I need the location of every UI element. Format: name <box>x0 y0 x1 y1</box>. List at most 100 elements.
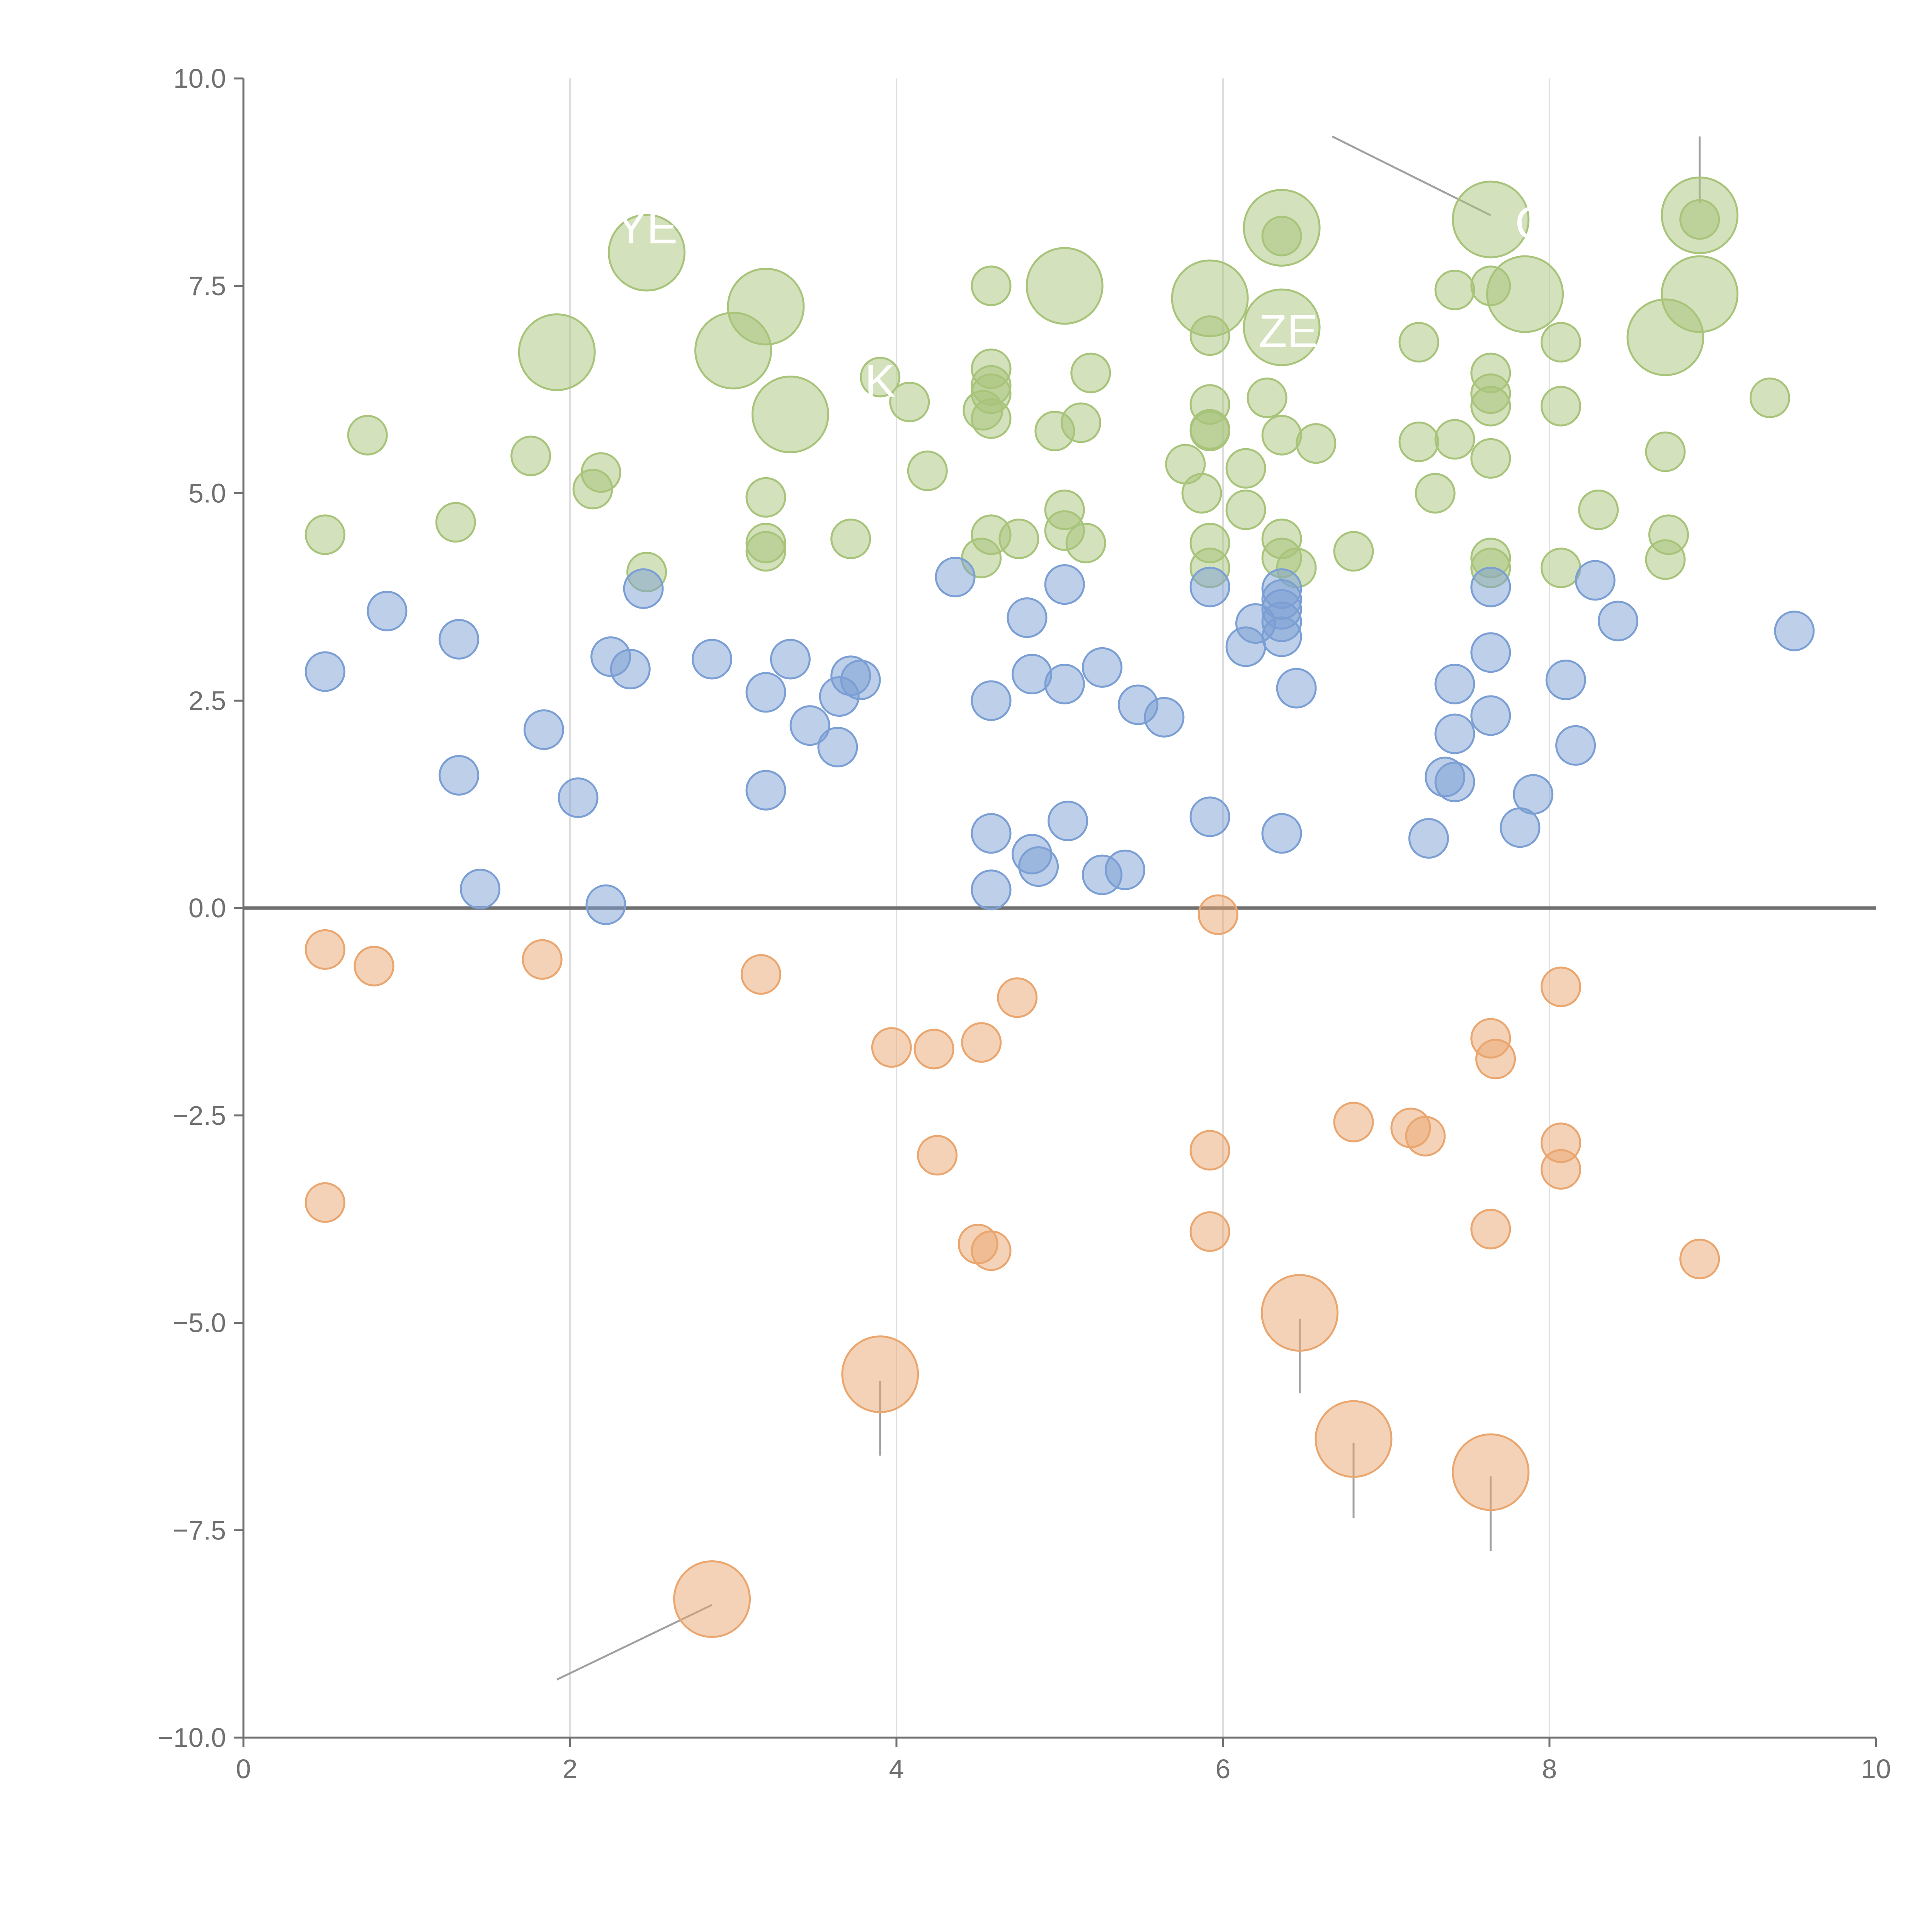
orange-point <box>871 1027 912 1068</box>
green-large-point <box>727 267 805 345</box>
orange-point <box>1679 1238 1720 1279</box>
x-tick-label: 2 <box>563 1754 578 1784</box>
green-large-point <box>1171 259 1249 337</box>
green-point <box>971 265 1012 306</box>
blue-point <box>971 813 1012 854</box>
blue-point <box>1434 663 1475 704</box>
green-point <box>1645 431 1686 472</box>
green-point <box>1541 386 1582 427</box>
blue-point <box>1189 566 1230 607</box>
green-large-point <box>518 313 596 391</box>
y-tick-label: 10.0 <box>173 63 226 94</box>
green-point <box>510 435 551 476</box>
green-point <box>1541 322 1582 363</box>
x-tick-label: 8 <box>1542 1754 1557 1784</box>
orange-large-point <box>1315 1400 1393 1478</box>
orange-point <box>740 954 781 995</box>
green-large-point <box>1452 180 1530 259</box>
green-point <box>830 519 871 560</box>
blue-point <box>1434 713 1475 754</box>
point-annotation: K <box>865 355 896 407</box>
orange-large-point <box>673 1560 751 1638</box>
green-point <box>1060 402 1101 443</box>
blue-point <box>1105 849 1145 890</box>
blue-point <box>304 651 345 692</box>
blue-point <box>1545 660 1586 701</box>
point-labels: YE K ZE Q <box>616 197 1551 407</box>
blue-point <box>1144 697 1185 738</box>
green-point <box>1470 386 1511 427</box>
green-large-point <box>1486 255 1564 333</box>
green-point <box>745 477 786 518</box>
blue-point <box>623 568 664 609</box>
green-point <box>1225 489 1266 530</box>
green-point <box>1189 410 1230 451</box>
blue-point <box>971 869 1012 910</box>
x-tick-label: 10 <box>1861 1754 1891 1784</box>
blue-point <box>610 649 651 690</box>
green-point <box>971 365 1012 406</box>
blue-point <box>1048 801 1088 842</box>
blue-point <box>1189 796 1230 837</box>
green-point <box>1070 352 1111 393</box>
orange-point <box>1333 1102 1374 1143</box>
green-point <box>1434 269 1475 310</box>
blue-point <box>523 709 564 750</box>
orange-point <box>1470 1209 1511 1250</box>
blue-point <box>789 705 830 746</box>
green-point <box>998 519 1039 560</box>
blue-point <box>439 619 480 660</box>
blue-point <box>1261 616 1302 657</box>
orange-point <box>1189 1211 1230 1252</box>
green-point <box>1398 421 1439 462</box>
green-large-point <box>1661 255 1739 333</box>
orange-point <box>304 929 345 970</box>
blue-point <box>745 770 786 811</box>
blue-point <box>1434 762 1475 803</box>
blue-point <box>1470 632 1511 673</box>
orange-point <box>1541 1149 1582 1190</box>
green-point <box>1333 531 1374 572</box>
green-point <box>1225 448 1266 489</box>
y-tick-label: 0.0 <box>189 893 226 923</box>
blue-point <box>585 884 626 925</box>
blue-point <box>1261 813 1302 854</box>
blue-point <box>1470 566 1511 607</box>
green-point <box>1065 522 1106 563</box>
blue-point <box>745 672 786 713</box>
blue-point <box>367 590 408 631</box>
orange-point <box>1197 894 1238 935</box>
orange-point <box>913 1029 954 1070</box>
green-point <box>860 357 901 398</box>
blue-point <box>1276 668 1317 709</box>
orange-point <box>1405 1116 1446 1156</box>
green-point <box>1261 415 1302 456</box>
y-tick-label: −5.0 <box>173 1308 226 1338</box>
orange-point <box>971 1230 1012 1271</box>
blue-point <box>935 556 976 597</box>
blue-point <box>1007 597 1048 638</box>
green-point <box>1398 322 1439 363</box>
green-point <box>1749 378 1790 418</box>
x-tick-label: 4 <box>889 1754 904 1784</box>
blue-point <box>439 755 480 796</box>
green-point <box>1645 539 1686 580</box>
green-point <box>1541 548 1582 588</box>
orange-point <box>354 946 395 986</box>
orange-point <box>304 1182 345 1223</box>
blue-point <box>558 777 599 818</box>
green-point <box>1434 419 1475 460</box>
blue-point <box>1774 611 1815 651</box>
axes: 0 2 4 6 8 10 10.0 7.5 5.0 2.5 0.0 −2.5 −5.0 −7.5 −10.0 <box>158 63 1891 1784</box>
orange-point <box>1189 1130 1230 1171</box>
orange-point <box>1475 1039 1516 1080</box>
blue-point <box>1044 663 1085 704</box>
orange-point <box>917 1135 958 1176</box>
green-large-point <box>608 214 686 292</box>
blue-point <box>770 639 811 680</box>
green-point <box>1181 473 1222 514</box>
orange-point <box>522 939 563 980</box>
point-annotation: ZE <box>1259 305 1318 357</box>
green-point <box>304 514 345 555</box>
y-tick-label: 7.5 <box>189 271 226 301</box>
